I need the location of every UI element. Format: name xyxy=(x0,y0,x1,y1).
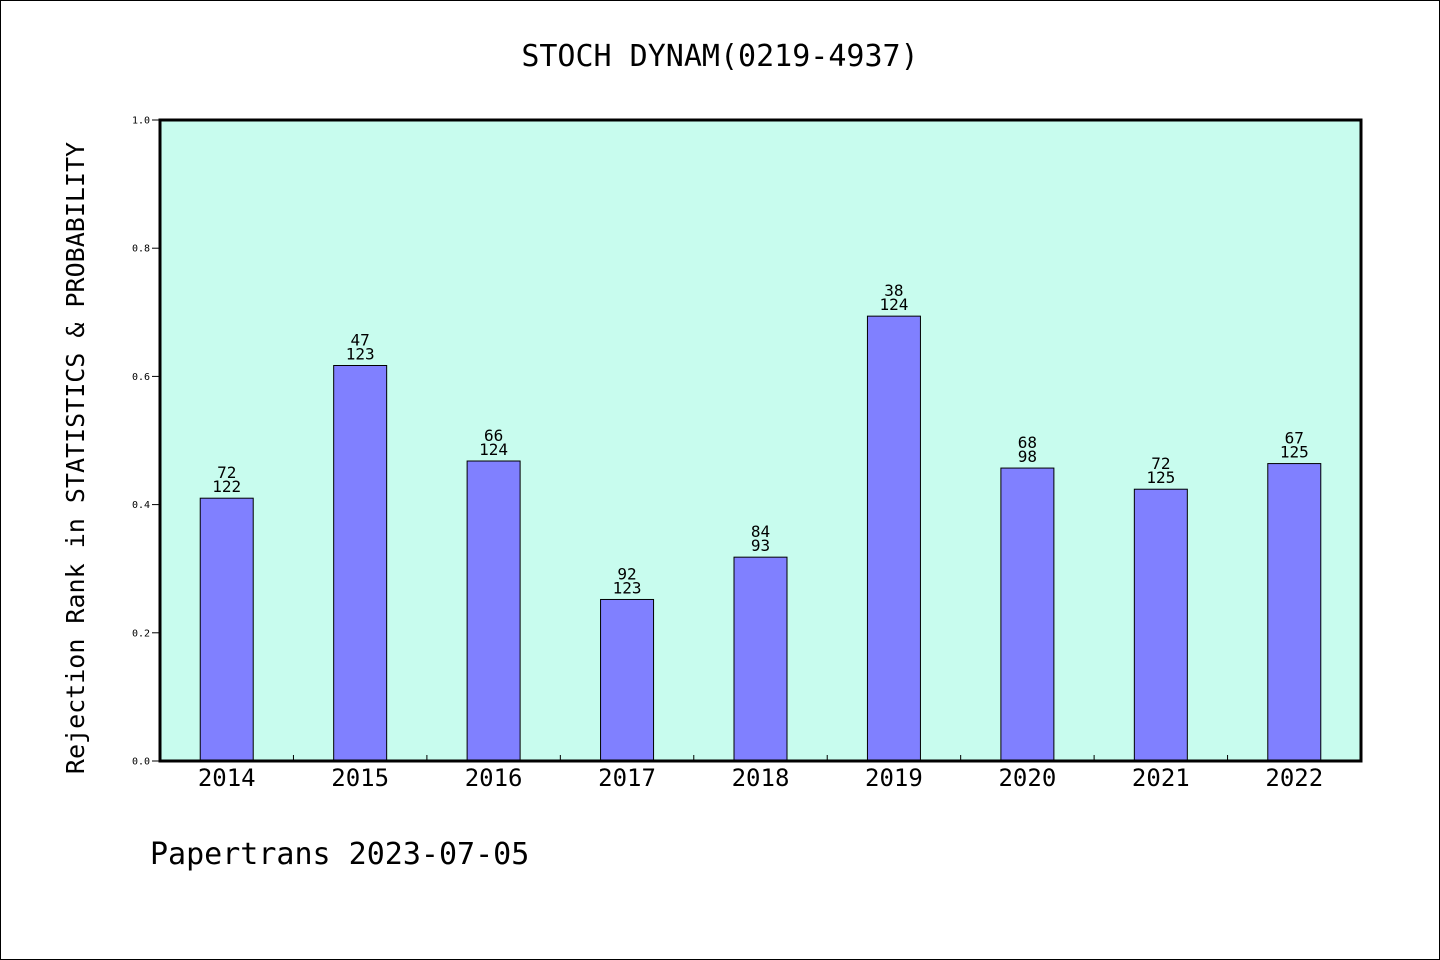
y-ticks-group: 0.0 0.2 0.4 0.6 0.8 1.0 xyxy=(132,116,160,768)
x-tick-label: 2017 xyxy=(598,764,656,792)
bar-2017 xyxy=(600,598,655,762)
bar-label-rank: 72 xyxy=(217,463,236,482)
bars-group xyxy=(199,315,1322,762)
plot-border xyxy=(158,118,1363,763)
bar-label-rank: 68 xyxy=(1018,433,1037,452)
bar-label-total: 123 xyxy=(346,345,375,364)
bar-label-rank: 47 xyxy=(351,331,370,350)
y-tick-label: 0.6 xyxy=(132,372,150,383)
bar-label-total: 124 xyxy=(879,295,908,314)
x-ticks-group: 2014 2015 2016 2017 2018 2019 2020 2021 2022 xyxy=(198,755,1323,792)
y-tick-label: 1.0 xyxy=(132,116,150,127)
bar-label-rank: 72 xyxy=(1151,454,1170,473)
y-tick-label: 0.0 xyxy=(132,757,150,768)
bar-2016 xyxy=(466,460,521,762)
x-tick-label: 2020 xyxy=(998,764,1056,792)
bar-label-rank: 84 xyxy=(751,522,770,541)
y-tick-label: 0.4 xyxy=(132,500,150,511)
bar-label-rank: 66 xyxy=(484,426,503,445)
bar-2014 xyxy=(199,497,254,762)
x-tick-label: 2016 xyxy=(465,764,523,792)
chart-title: STOCH DYNAM(0219-4937) xyxy=(521,39,918,74)
bar-label-total: 123 xyxy=(613,578,642,597)
x-tick-label: 2019 xyxy=(865,764,923,792)
bar-2015 xyxy=(333,365,388,762)
bar-2019 xyxy=(866,315,921,762)
bar-label-rank: 67 xyxy=(1285,429,1304,448)
y-axis-label: Rejection Rank in STATISTICS & PROBABILI… xyxy=(61,142,90,774)
bar-label-total: 93 xyxy=(751,536,770,555)
x-tick-label: 2018 xyxy=(732,764,790,792)
bar-label-total: 98 xyxy=(1018,447,1037,466)
bar-2018 xyxy=(733,556,788,762)
x-tick-label: 2014 xyxy=(198,764,256,792)
bar-label-rank: 92 xyxy=(617,564,636,583)
bar-2021 xyxy=(1133,488,1188,762)
bar-label-rank: 38 xyxy=(884,281,903,300)
x-tick-label: 2021 xyxy=(1132,764,1190,792)
y-tick-label: 0.2 xyxy=(132,628,150,639)
footer-text: Papertrans 2023-07-05 xyxy=(150,837,529,872)
y-tick-label: 0.8 xyxy=(132,244,150,255)
bar-label-total: 125 xyxy=(1280,443,1309,462)
bar-label-total: 122 xyxy=(212,477,241,496)
bar-label-total: 124 xyxy=(479,440,508,459)
x-tick-label: 2015 xyxy=(331,764,389,792)
bar-2020 xyxy=(1000,467,1055,762)
bar-2022 xyxy=(1267,463,1322,762)
bar-label-total: 125 xyxy=(1146,468,1175,487)
x-tick-label: 2022 xyxy=(1265,764,1323,792)
